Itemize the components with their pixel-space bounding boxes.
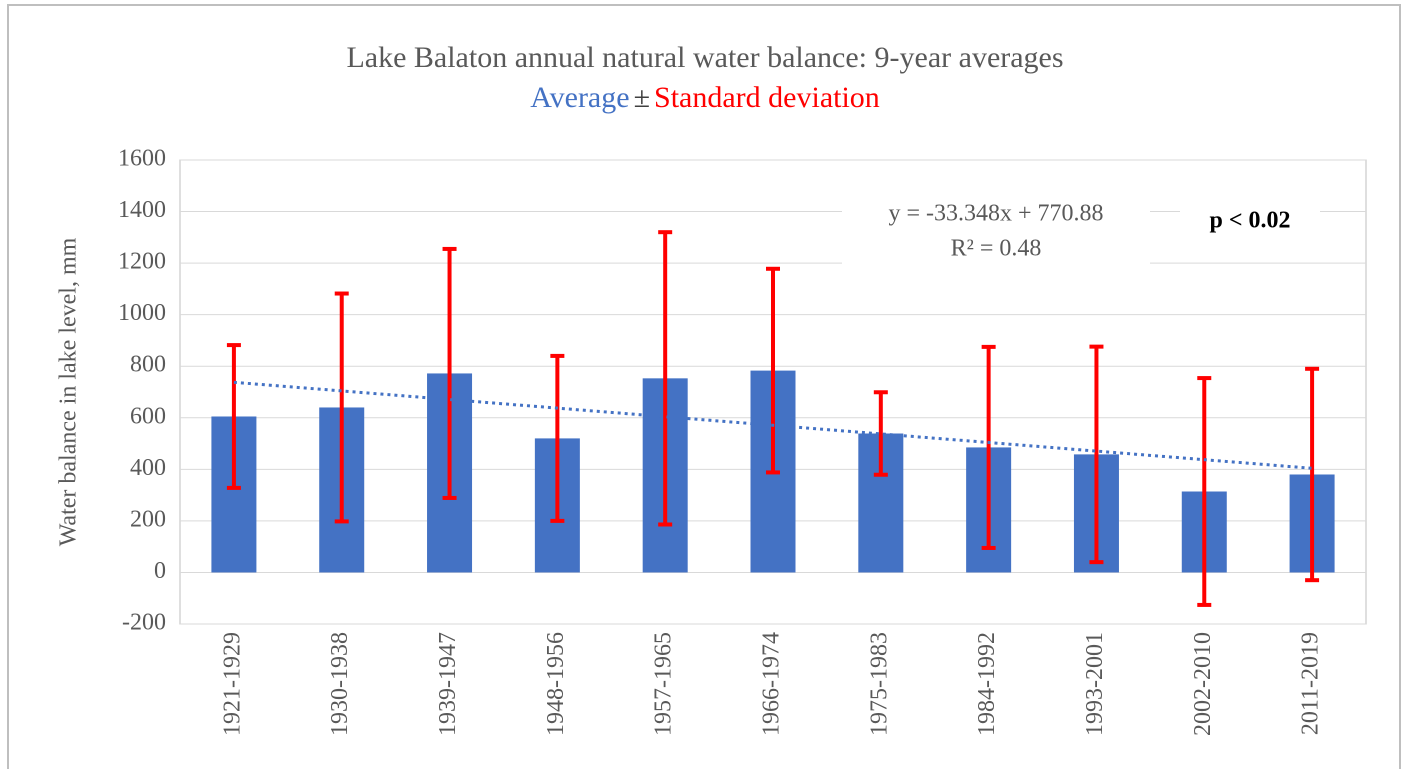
y-tick-label: 1400: [118, 197, 166, 223]
y-tick-label: 400: [130, 455, 166, 481]
x-tick-label: 1966-1974: [759, 632, 785, 736]
x-tick-label: 2011-2019: [1298, 632, 1324, 735]
y-tick-label: 1000: [118, 300, 166, 326]
equation-box: [842, 195, 1150, 265]
annotation: p < 0.02: [1209, 208, 1290, 234]
grid: -200 0 200 400 600 800 1000 1200 1400 1600 1921-19…: [118, 146, 1367, 736]
x-tick-label: 1939-1947: [435, 632, 461, 736]
chart-frame: [7, 4, 1401, 769]
subtitle-average: Average: [530, 81, 629, 114]
error-bar: [981, 344, 996, 550]
error-bar: [766, 266, 780, 475]
x-tick-label: 2002-2010: [1190, 632, 1216, 736]
chart-subtitle: Average ± Standard deviation: [530, 81, 880, 114]
x-tick-label: 1993-2001: [1082, 632, 1108, 736]
error-bar: [1305, 366, 1320, 583]
error-bar: [873, 390, 888, 477]
error-bar: [1197, 376, 1212, 607]
y-tick-label: 0: [154, 558, 166, 584]
subtitle-std: Standard deviation: [654, 81, 880, 114]
error-bar: [442, 246, 457, 500]
trend-r2: R² = 0.48: [951, 236, 1042, 262]
error-bar: [550, 353, 565, 523]
y-tick-label: 600: [130, 403, 166, 429]
x-tick-label: 1975-1983: [866, 632, 892, 736]
y-tick-label: -200: [122, 610, 166, 636]
error-bar: [226, 343, 241, 490]
error-bar: [658, 230, 673, 527]
y-tick-label: 800: [130, 352, 166, 378]
subtitle-pm: ±: [634, 81, 650, 114]
x-tick-label: 1930-1938: [327, 632, 353, 736]
x-tick-label: 1957-1965: [651, 632, 677, 736]
x-tick-label: 1921-1929: [219, 632, 245, 736]
chart-title: Lake Balaton annual natural water balanc…: [346, 41, 1063, 74]
error-bar: [334, 291, 349, 524]
y-tick-label: 200: [130, 506, 166, 532]
trendline: [233, 380, 1313, 470]
y-tick-label: 1200: [118, 249, 166, 275]
x-tick-label: 1984-1992: [974, 632, 1000, 736]
annotation-box: [1180, 195, 1320, 250]
error-bar: [1089, 344, 1104, 565]
y-axis-label: Water balance in lake level, mm: [56, 237, 82, 546]
marks: [211, 230, 1335, 607]
x-tick-label: 1948-1956: [543, 632, 569, 736]
y-tick-label: 1600: [118, 146, 166, 172]
trend-equation: y = -33.348x + 770.88: [888, 201, 1103, 227]
